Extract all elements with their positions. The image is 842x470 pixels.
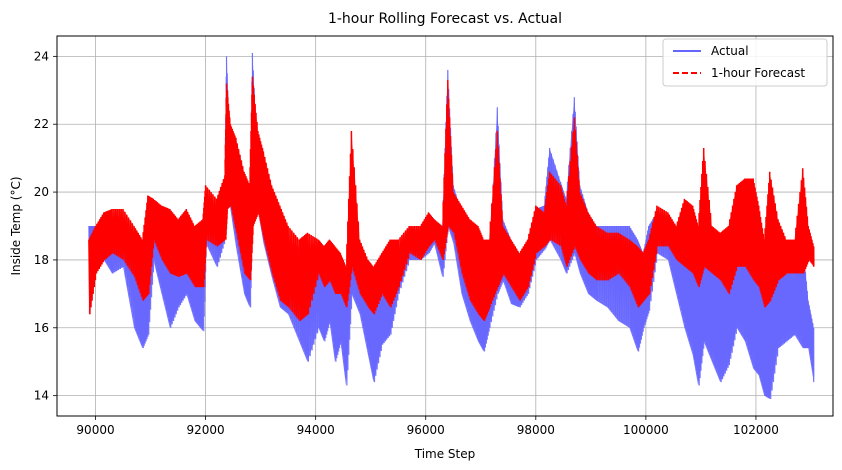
series-forecast [88,76,815,322]
x-axis: 90000 92000 94000 96000 98000 100000 102000 [76,416,779,437]
chart-title: 1-hour Rolling Forecast vs. Actual [328,11,562,27]
y-tick-label: 18 [34,253,49,267]
x-tick-label: 92000 [187,423,225,437]
legend-label-actual: Actual [711,44,749,58]
y-axis-title: Inside Temp (°C) [9,176,23,275]
x-axis-title: Time Step [414,447,476,461]
x-tick-label: 96000 [407,423,445,437]
y-axis: 14 16 18 20 22 24 [34,49,57,403]
plot-frame [56,35,834,417]
y-tick-label: 14 [34,389,49,403]
x-tick-label: 98000 [517,423,555,437]
x-tick-label: 90000 [76,423,114,437]
legend-box [662,38,828,87]
y-tick-label: 24 [34,49,49,63]
x-tick-label: 100000 [623,423,669,437]
series-trace [88,76,815,322]
x-tick-label: 102000 [733,423,779,437]
y-tick-label: 16 [34,321,49,335]
y-tick-label: 22 [34,117,49,131]
legend-label-forecast: 1-hour Forecast [711,66,805,80]
x-tick-label: 94000 [297,423,335,437]
legend: Actual 1-hour Forecast [662,38,828,87]
y-tick-label: 20 [34,185,49,199]
series-layer [88,52,815,400]
